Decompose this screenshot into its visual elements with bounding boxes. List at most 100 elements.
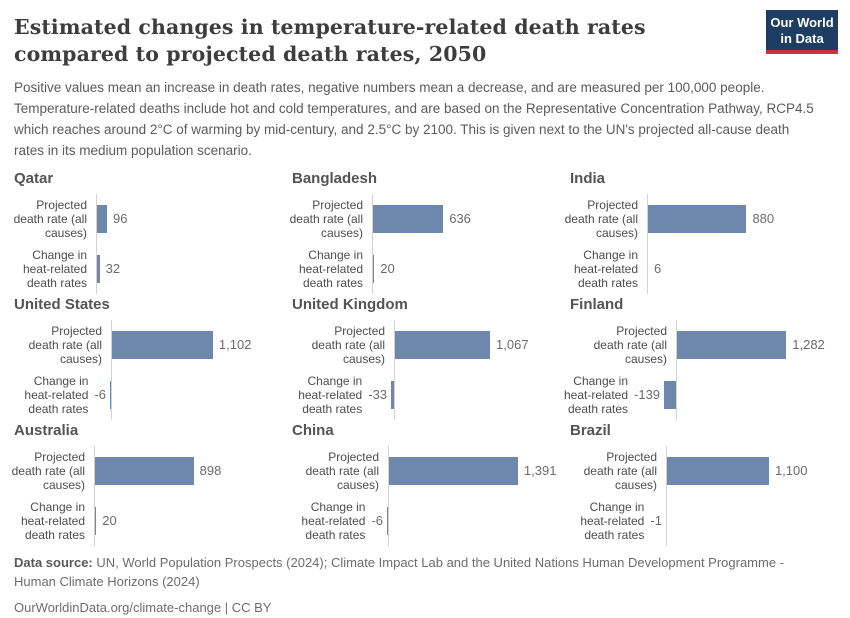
- bar-row-projected: Projected death rate (all causes) 898: [14, 446, 292, 496]
- bar-row-change: Change in heat-related death rates -6: [292, 496, 570, 546]
- category-label-change: Change in heat-related death rates: [11, 248, 87, 290]
- panel-chart-area: Projected death rate (all causes) 880 Ch…: [570, 194, 848, 294]
- bar-row-change: Change in heat-related death rates -33: [292, 370, 570, 420]
- small-multiples-grid: Qatar Projected death rate (all causes) …: [14, 170, 836, 548]
- positive-bar: [96, 205, 107, 233]
- row-left-section: Projected death rate (all causes): [292, 198, 372, 240]
- panel-chart-area: Projected death rate (all causes) 1,391 …: [292, 446, 570, 546]
- row-right-section: 1,067: [394, 331, 570, 359]
- owid-logo: Our World in Data: [766, 10, 838, 54]
- category-label-projected: Projected death rate (all causes): [11, 198, 87, 240]
- category-label-change: Change in heat-related death rates: [286, 374, 362, 416]
- negative-value-label: -33: [368, 387, 387, 402]
- panel-chart-area: Projected death rate (all causes) 636 Ch…: [292, 194, 570, 294]
- category-label-change: Change in heat-related death rates: [552, 374, 628, 416]
- bar-row-change: Change in heat-related death rates -139: [570, 370, 848, 420]
- bar-row-projected: Projected death rate (all causes) 96: [14, 194, 292, 244]
- bar-row-projected: Projected death rate (all causes) 1,102: [14, 320, 292, 370]
- positive-value-label: 6: [654, 261, 661, 276]
- license-line: OurWorldinData.org/climate-change | CC B…: [14, 599, 816, 618]
- row-left-section: Change in heat-related death rates: [570, 248, 647, 290]
- category-label-projected: Projected death rate (all causes): [581, 450, 657, 492]
- row-right-section: 6: [647, 255, 848, 283]
- zero-axis-line: [666, 446, 667, 546]
- panel-chart-area: Projected death rate (all causes) 1,282 …: [570, 320, 848, 420]
- zero-axis-line: [394, 320, 395, 420]
- bar-row-change: Change in heat-related death rates 32: [14, 244, 292, 294]
- row-right-section: 96: [96, 205, 292, 233]
- zero-axis-line: [94, 446, 95, 546]
- country-title: China: [292, 422, 570, 440]
- row-left-section: Change in heat-related death rates: [14, 248, 96, 290]
- country-panel: Finland Projected death rate (all causes…: [570, 296, 848, 422]
- positive-bar: [111, 331, 213, 359]
- owid-logo-line1: Our World: [770, 15, 834, 31]
- country-title: Bangladesh: [292, 170, 570, 188]
- positive-value-label: 20: [380, 261, 394, 276]
- row-right-section: 1,100: [666, 457, 848, 485]
- bar-row-projected: Projected death rate (all causes) 1,282: [570, 320, 848, 370]
- chart-footer: Data source: UN, World Population Prospe…: [14, 554, 816, 618]
- positive-bar: [394, 331, 490, 359]
- positive-bar: [388, 457, 518, 485]
- country-panel: Australia Projected death rate (all caus…: [14, 422, 292, 548]
- row-right-section: 898: [94, 457, 292, 485]
- country-panel: China Projected death rate (all causes) …: [292, 422, 570, 548]
- positive-bar: [647, 205, 746, 233]
- positive-value-label: 1,067: [496, 337, 529, 352]
- data-source-line: Data source: UN, World Population Prospe…: [14, 554, 816, 592]
- positive-value-label: 1,282: [792, 337, 825, 352]
- negative-value-label: -6: [94, 387, 106, 402]
- bar-row-projected: Projected death rate (all causes) 1,391: [292, 446, 570, 496]
- row-right-section: 20: [372, 255, 570, 283]
- country-title: Brazil: [570, 422, 848, 440]
- positive-value-label: 898: [200, 463, 222, 478]
- zero-axis-line: [647, 194, 648, 294]
- country-panel: United Kingdom Projected death rate (all…: [292, 296, 570, 422]
- bar-row-projected: Projected death rate (all causes) 1,067: [292, 320, 570, 370]
- negative-bar: [664, 381, 676, 409]
- category-label-change: Change in heat-related death rates: [12, 374, 88, 416]
- row-left-section: Change in heat-related death rates -33: [292, 374, 394, 416]
- negative-value-label: -139: [634, 387, 660, 402]
- panel-chart-area: Projected death rate (all causes) 96 Cha…: [14, 194, 292, 294]
- category-label-projected: Projected death rate (all causes): [562, 198, 638, 240]
- panel-chart-area: Projected death rate (all causes) 1,067 …: [292, 320, 570, 420]
- bar-row-change: Change in heat-related death rates 20: [14, 496, 292, 546]
- bar-row-projected: Projected death rate (all causes) 1,100: [570, 446, 848, 496]
- bar-row-change: Change in heat-related death rates -6: [14, 370, 292, 420]
- row-left-section: Projected death rate (all causes): [292, 324, 394, 366]
- positive-bar: [676, 331, 786, 359]
- owid-logo-line2: in Data: [770, 31, 834, 47]
- category-label-change: Change in heat-related death rates: [287, 248, 363, 290]
- country-title: India: [570, 170, 848, 188]
- row-left-section: Change in heat-related death rates: [14, 500, 94, 542]
- zero-axis-line: [676, 320, 677, 420]
- country-title: Qatar: [14, 170, 292, 188]
- row-right-section: 32: [96, 255, 292, 283]
- category-label-change: Change in heat-related death rates: [568, 500, 644, 542]
- row-left-section: Projected death rate (all causes): [570, 198, 647, 240]
- zero-axis-line: [96, 194, 97, 294]
- owid-logo-text: Our World in Data: [766, 10, 838, 50]
- row-left-section: Projected death rate (all causes): [14, 450, 94, 492]
- row-left-section: Change in heat-related death rates -1: [570, 500, 666, 542]
- positive-value-label: 32: [106, 261, 120, 276]
- category-label-projected: Projected death rate (all causes): [287, 198, 363, 240]
- row-right-section: 20: [94, 507, 292, 535]
- chart-subtitle: Positive values mean an increase in deat…: [14, 78, 816, 162]
- bar-row-change: Change in heat-related death rates 6: [570, 244, 848, 294]
- country-panel: India Projected death rate (all causes) …: [570, 170, 848, 296]
- row-left-section: Change in heat-related death rates -6: [14, 374, 111, 416]
- chart-page: Our World in Data Estimated changes in t…: [0, 0, 850, 600]
- zero-axis-line: [388, 446, 389, 546]
- row-left-section: Projected death rate (all causes): [14, 198, 96, 240]
- bar-row-change: Change in heat-related death rates -1: [570, 496, 848, 546]
- row-left-section: Projected death rate (all causes): [14, 324, 111, 366]
- category-label-projected: Projected death rate (all causes): [303, 450, 379, 492]
- positive-value-label: 96: [113, 211, 127, 226]
- data-source-text: UN, World Population Prospects (2024); C…: [14, 555, 784, 589]
- country-title: United States: [14, 296, 292, 314]
- positive-bar: [666, 457, 769, 485]
- category-label-projected: Projected death rate (all causes): [9, 450, 85, 492]
